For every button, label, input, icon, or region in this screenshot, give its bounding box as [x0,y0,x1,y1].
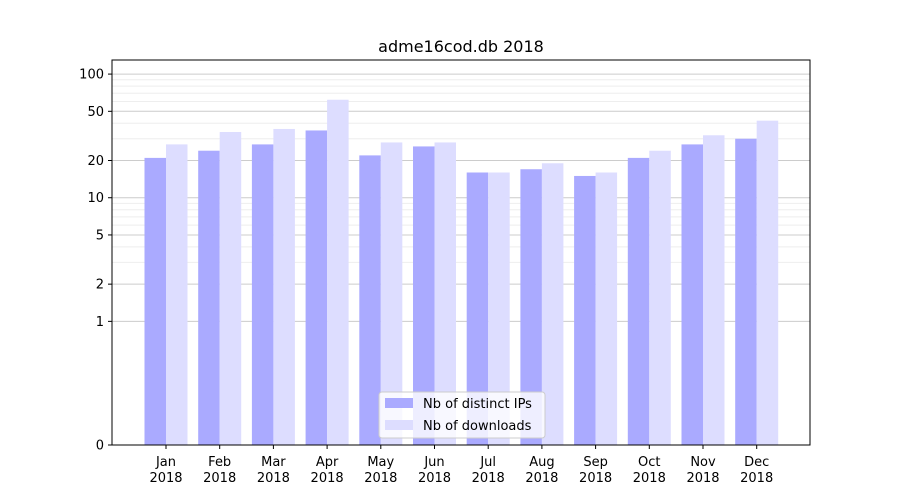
x-tick-label-year: 2018 [364,471,397,486]
x-tick-label-year: 2018 [149,471,182,486]
x-tick-label-month: Sep [583,455,608,470]
bar-downloads [380,142,403,445]
y-tick-label: 10 [87,191,104,206]
x-tick-label-year: 2018 [418,471,451,486]
bar-distinct-ips [144,157,166,446]
x-tick-label-month: Mar [261,455,286,470]
legend: Nb of distinct IPs Nb of downloads [378,391,546,439]
x-tick-label-month: Aug [529,455,554,470]
x-tick-label-month: Nov [690,455,716,470]
x-tick-label-month: Feb [208,455,231,470]
bar-distinct-ips [520,169,542,445]
x-tick-label-month: Oct [638,455,660,470]
x-tick-label-year: 2018 [740,471,773,486]
y-tick-label: 50 [87,105,104,120]
x-tick-label-month: Jan [155,455,176,470]
legend-label-downloads: Nb of downloads [423,419,532,434]
bar-downloads [166,144,188,445]
bar-distinct-ips [681,144,703,445]
bar-downloads [327,99,349,445]
x-axis: Jan2018Feb2018Mar2018Apr2018May2018Jun20… [149,445,773,486]
x-tick-label-year: 2018 [525,471,558,486]
y-axis: 0 1 2 5 10 20 50 100 [79,68,112,454]
x-tick-label-month: Apr [316,455,339,470]
y-tick-label: 2 [96,278,104,293]
bar-downloads [595,172,618,446]
bar-downloads [219,132,242,446]
x-tick-label-year: 2018 [579,471,612,486]
x-tick-label-year: 2018 [203,471,236,486]
legend-swatch-distinct-ips [385,398,413,408]
x-tick-label-month: Jul [479,455,496,470]
x-tick-label-month: Dec [744,455,769,470]
bar-downloads [541,163,564,445]
plot-frame [111,59,811,446]
bar-series [144,99,779,446]
chart-title: adme16cod.db 2018 [378,37,544,56]
x-tick-label-month: Jun [423,455,444,470]
legend-swatch-downloads [385,420,413,430]
bar-distinct-ips [466,172,489,446]
bar-distinct-ips [413,146,435,445]
bar-downloads [756,120,779,446]
bar-distinct-ips [198,150,220,445]
y-tick-label: 100 [79,68,104,83]
bar-distinct-ips [574,175,596,445]
bar-downloads [434,142,456,445]
x-tick-label-year: 2018 [257,471,290,486]
bar-distinct-ips [251,144,274,445]
bar-distinct-ips [627,157,650,446]
bar-distinct-ips [735,138,757,446]
y-tick-label: 20 [87,154,104,169]
x-tick-label-year: 2018 [472,471,505,486]
x-tick-label-year: 2018 [686,471,719,486]
bar-downloads [488,172,510,446]
x-tick-label-year: 2018 [311,471,344,486]
legend-box [378,391,546,439]
y-tick-label: 5 [96,228,104,243]
bar-downloads [273,128,295,445]
y-tick-label: 1 [96,315,104,330]
x-tick-label-year: 2018 [633,471,666,486]
y-tick-label: 0 [96,439,104,454]
bar-downloads [703,135,725,445]
legend-label-distinct-ips: Nb of distinct IPs [423,397,532,412]
x-tick-label-month: May [367,455,394,470]
bar-distinct-ips [305,130,328,445]
bar-downloads [649,150,671,445]
bar-distinct-ips [359,155,381,445]
